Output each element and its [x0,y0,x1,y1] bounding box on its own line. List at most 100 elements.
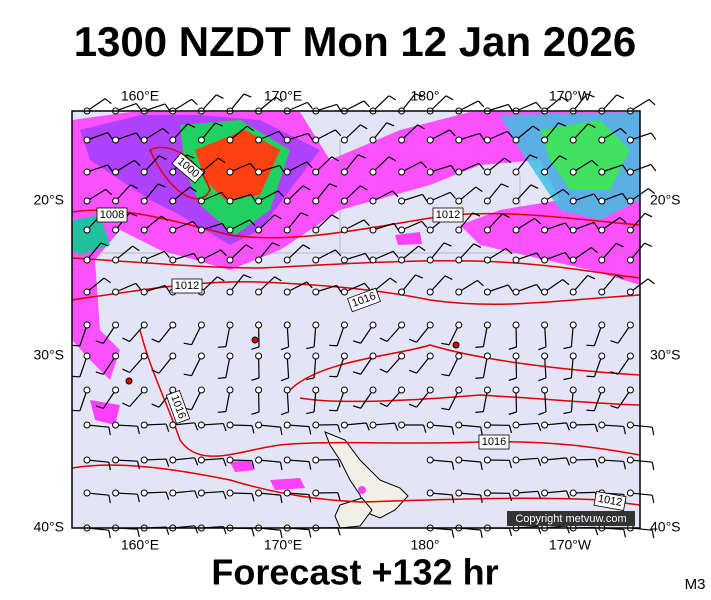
barb-station [340,226,348,234]
barb-flag [586,409,595,412]
barb-station [626,256,634,264]
copyright-box [507,511,635,526]
barb-flag [274,214,282,220]
lon-label-bottom: 170°E [264,537,302,553]
barb-flag [183,373,192,377]
barb-shaft [102,389,117,409]
barb-station [140,136,148,144]
barb-station [112,136,120,144]
barb-flag [475,377,484,379]
barb-shaft [172,252,194,261]
wind-barb [226,489,255,502]
barb-flag [107,164,113,172]
barb-shaft [448,355,460,377]
wind-barb [541,251,571,264]
barb-station [169,197,177,205]
barb-flag [393,223,399,231]
barb-flag [408,369,417,374]
barb-flag [135,103,142,111]
barb-flag [651,427,655,436]
barb-shaft [86,492,109,496]
barb-station [83,197,91,205]
barb-flag [423,424,427,433]
isobar-label-box [96,207,128,223]
barb-flag [337,492,341,501]
wind-barb [83,242,109,264]
wind-barb [408,386,434,408]
barb-station [598,136,606,144]
barb-station [197,321,205,329]
wind-barb [140,215,169,234]
wind-barb [71,352,91,378]
wind-barb [169,123,196,144]
wind-barb [112,184,138,205]
barb-shaft [258,276,275,293]
barb-station [598,288,606,296]
barb-flag [164,285,171,293]
barb-flag [105,188,113,196]
barb-station [226,352,234,360]
barb-station [426,168,434,176]
barb-flag [337,527,341,536]
barb-shaft [286,355,290,378]
barb-station [626,168,634,176]
barb-flag [408,338,417,343]
wind-barb [541,122,567,144]
barb-station [140,456,148,464]
barb-station [512,197,520,205]
wind-barb [255,242,280,264]
barb-flag [357,154,366,159]
barb-shaft [115,282,137,293]
wind-barb [369,190,399,205]
wind-barb [455,524,483,538]
barb-station [112,288,120,296]
wind-barb [197,191,228,205]
barb-shaft [229,193,252,202]
wind-barb [83,421,111,436]
wind-barb [626,421,655,436]
barb-flag [331,214,339,220]
wind-barb [610,352,634,375]
barb-shaft [287,132,309,141]
barb-flag [536,252,542,260]
isobar-label-text: 1012 [175,280,199,292]
wind-barb [255,130,285,144]
barb-shaft [360,355,374,375]
barb-shaft [115,159,135,173]
wind-barb [140,127,170,144]
barb-station [255,352,263,360]
barb-flag [165,458,170,467]
barb-station [541,321,549,329]
wind-barb [226,125,254,144]
barb-shaft [430,424,453,428]
isobar-label-box [432,207,464,223]
wind-barb [352,352,377,375]
barb-station [598,421,606,429]
wind-barb [112,489,140,503]
wind-barb [283,132,314,144]
barb-shaft [158,324,174,343]
barb-shaft [601,459,624,463]
barb-shaft [487,247,507,261]
barb-flag [619,217,627,224]
barb-flag [422,194,428,202]
lat-label-left: 30°S [33,347,64,363]
barb-flag [559,155,567,160]
barb-station [455,489,463,497]
barb-flag [251,528,255,537]
barb-station [626,352,634,360]
barb-station [369,386,377,394]
wind-barb [512,154,538,176]
barb-flag [565,457,570,466]
wind-barb [251,321,263,350]
barb-station [455,352,463,360]
barb-station [226,256,234,264]
isobar-label-text: 1012 [436,209,460,221]
barb-station [626,197,634,205]
barb-shaft [429,129,451,141]
barb-station [512,489,520,497]
map-title: 1300 NZDT Mon 12 Jan 2026 [74,18,637,65]
barb-station [112,168,120,176]
barb-station [483,197,491,205]
barb-station [483,168,491,176]
